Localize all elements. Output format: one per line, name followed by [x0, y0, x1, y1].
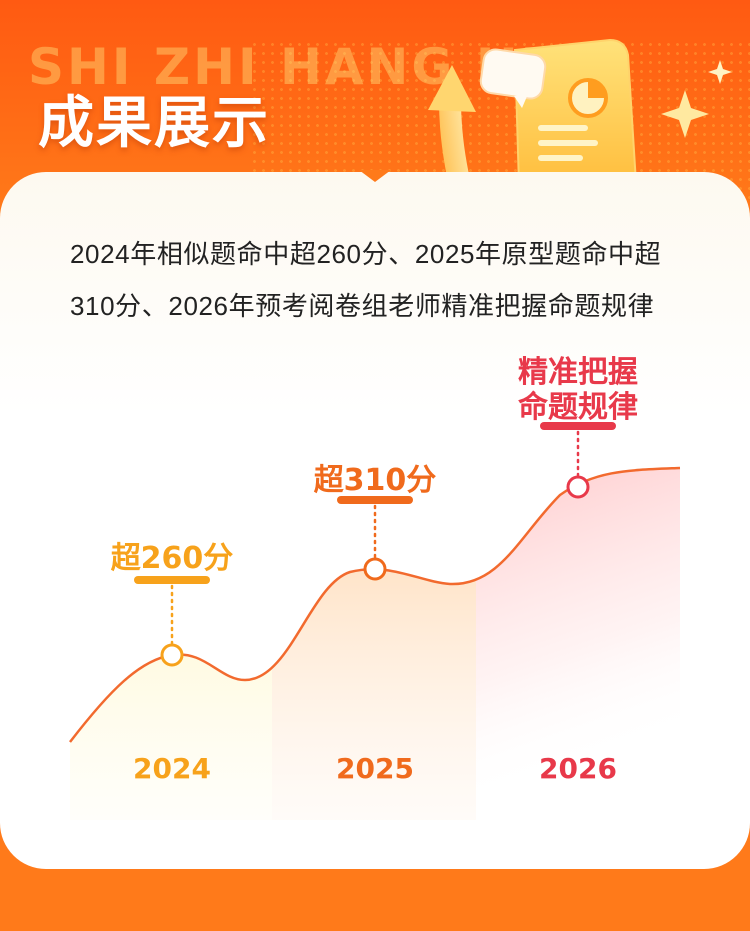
area-fill: [70, 468, 680, 820]
card-notch: [359, 170, 391, 182]
year-label: 2026: [539, 752, 617, 785]
year-label: 2024: [133, 752, 211, 785]
header-banner: SHI ZHI HANG HUI 成果展示: [0, 0, 750, 215]
annotation-label: 超260分: [110, 541, 234, 576]
data-point-marker: [566, 475, 590, 499]
page-title: 成果展示: [38, 91, 270, 156]
result-description: 2024年相似题命中超260分、2025年原型题命中超310分、2026年预考阅…: [70, 239, 662, 321]
data-point-marker: [160, 643, 184, 667]
label-underline: [540, 422, 616, 430]
year-label: 2025: [336, 752, 414, 785]
bottom-band: [0, 872, 750, 931]
annotation-label: 精准把握: [518, 355, 638, 390]
annotation-label: 命题规律: [518, 390, 638, 425]
label-underline: [134, 576, 210, 584]
report-growth-icon: [428, 38, 732, 215]
label-underline: [337, 496, 413, 504]
annotation-label: 超310分: [313, 463, 437, 498]
data-point-marker: [363, 557, 387, 581]
